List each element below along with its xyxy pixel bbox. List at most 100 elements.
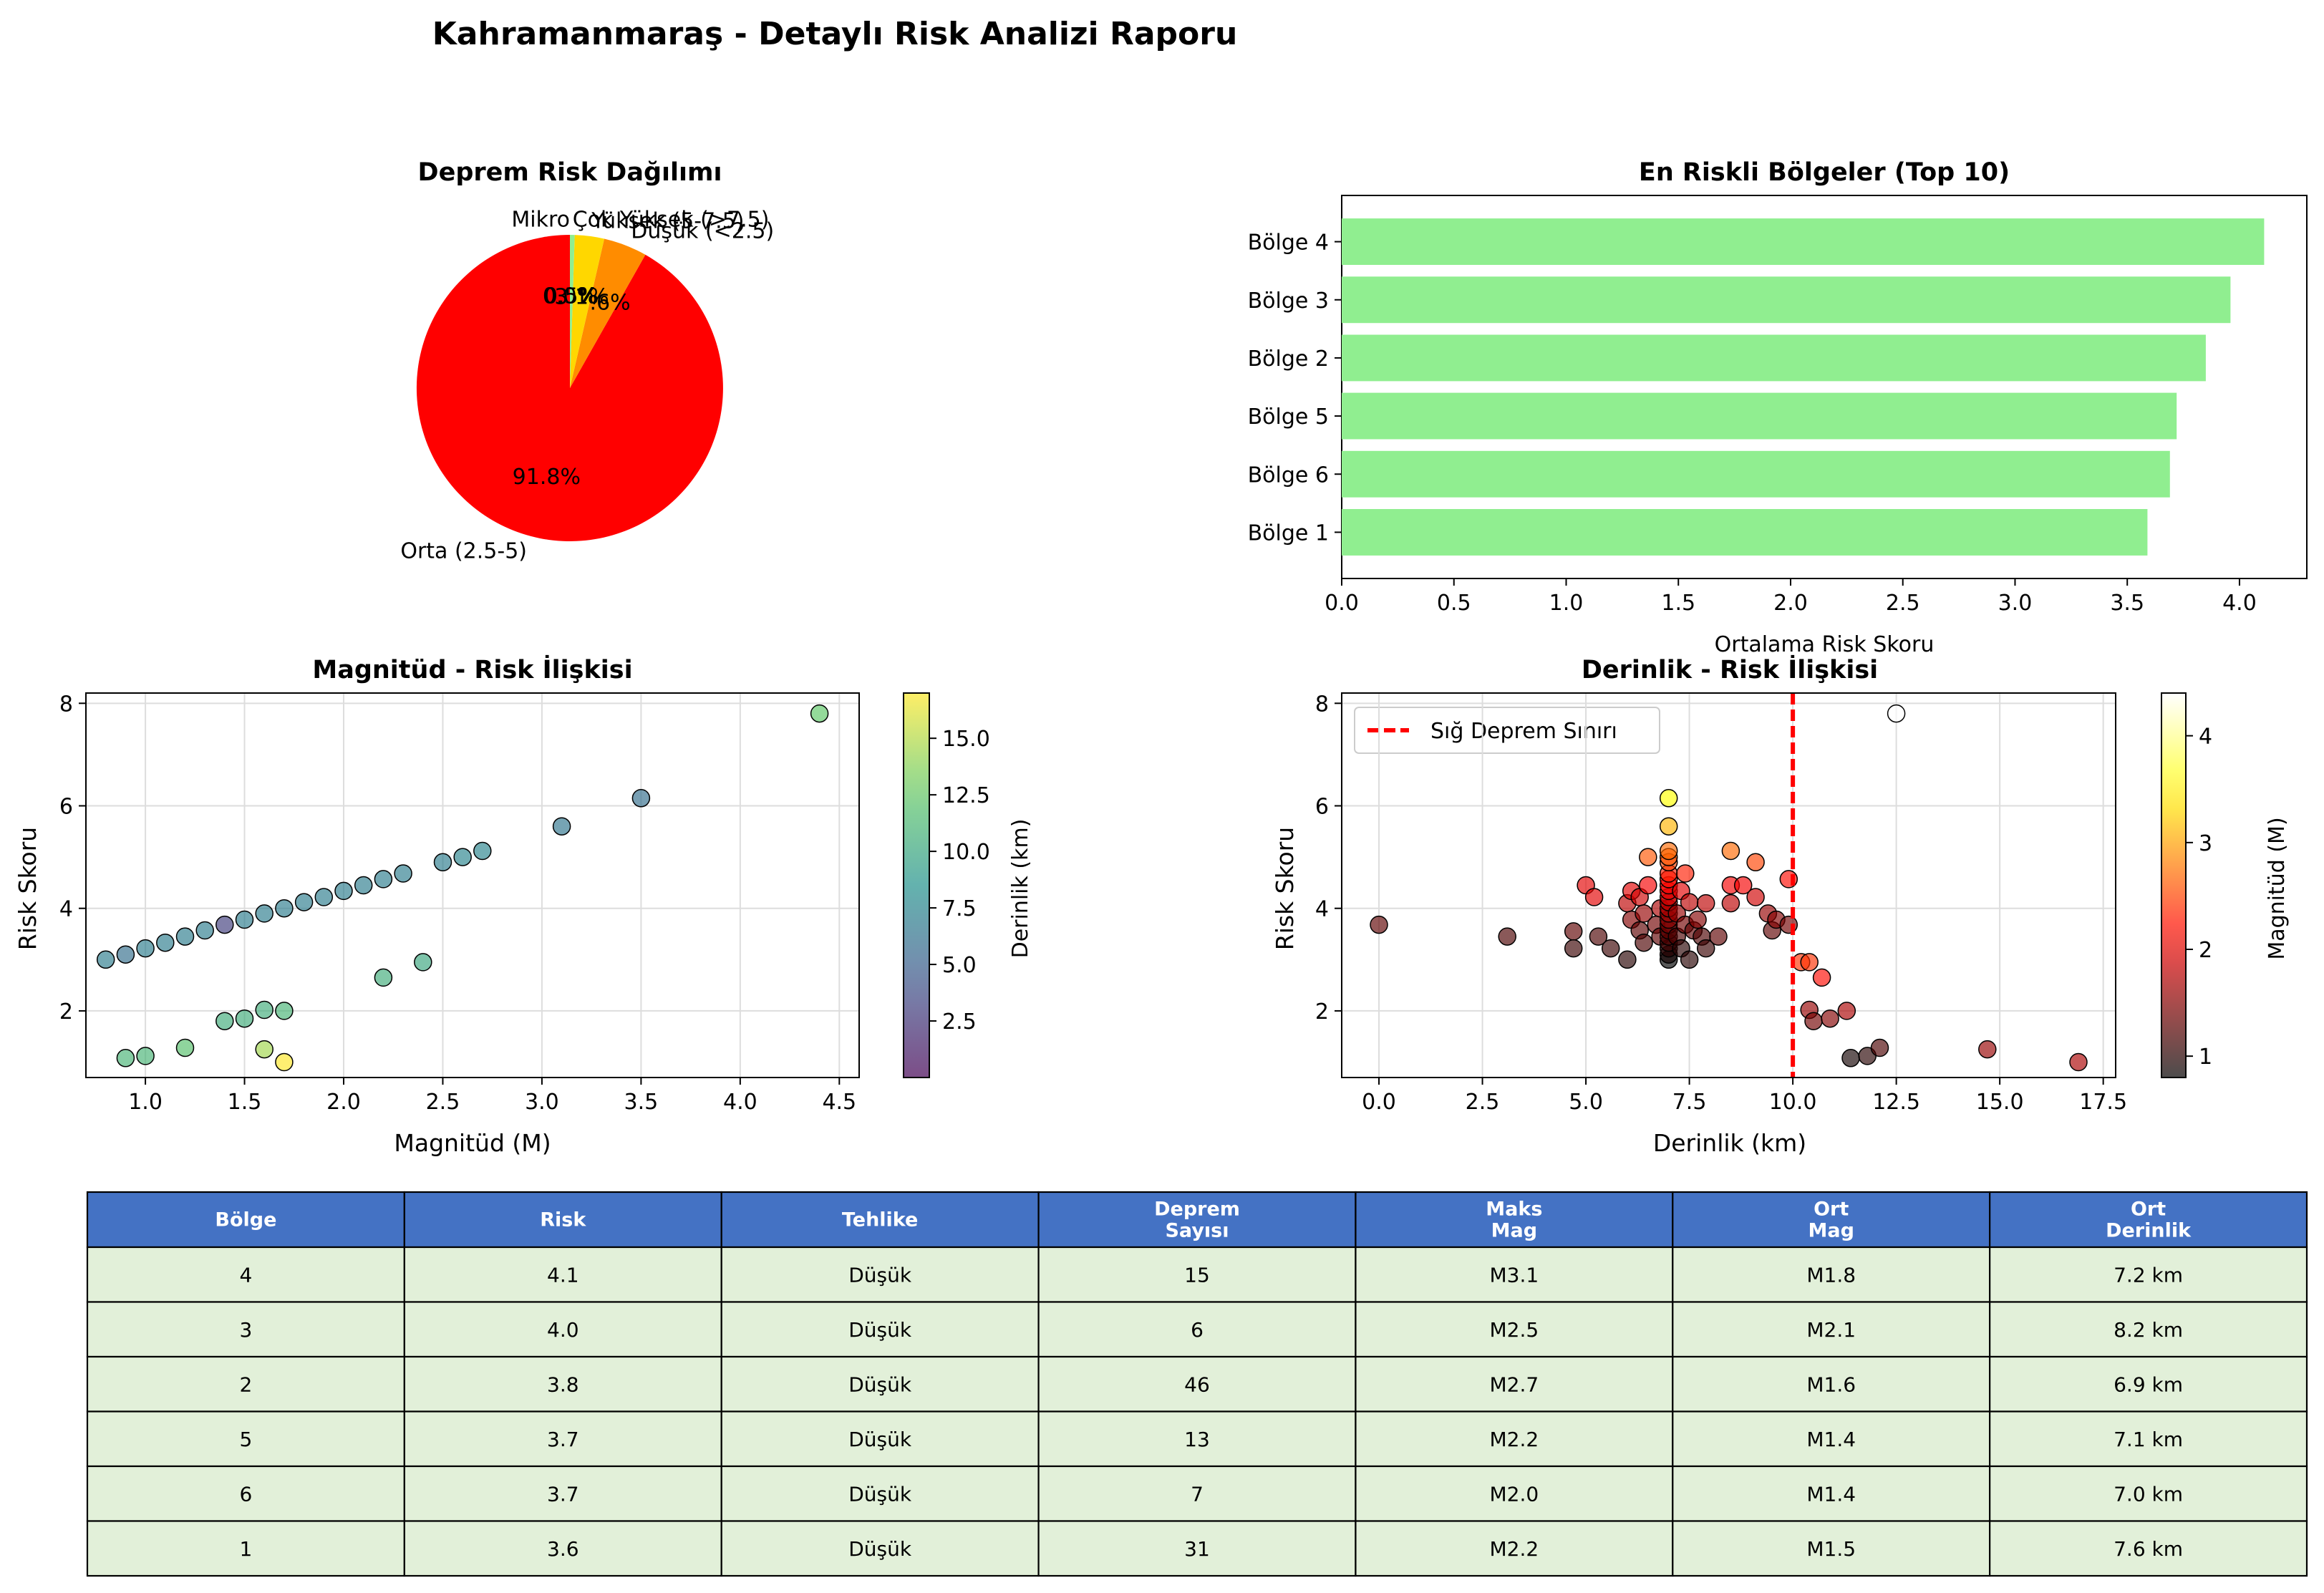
pie-slice-2 bbox=[570, 235, 604, 388]
axes-frame bbox=[85, 692, 860, 1078]
table-cell-4-0: 6 bbox=[240, 1482, 253, 1506]
table-header-cell-0 bbox=[86, 1191, 405, 1249]
scatter-point-72 bbox=[1821, 1009, 1839, 1028]
pie-pct-label-4: 0.0% bbox=[543, 284, 597, 309]
bar-2 bbox=[1342, 334, 2206, 382]
scatter-point-25 bbox=[216, 1012, 234, 1030]
summary-table: Bölge Risk Tehlike Deprem Sayısı Maks Mag Ort Ma… bbox=[86, 1191, 2308, 1577]
scatter-point-26 bbox=[235, 1009, 254, 1028]
table-cell-4-1: 3.7 bbox=[547, 1482, 579, 1506]
table-cell-1-1: 4.0 bbox=[547, 1318, 579, 1342]
scatter-point-28 bbox=[275, 1002, 294, 1020]
table-cell-bg-1-0 bbox=[86, 1301, 405, 1358]
scatter-point-1 bbox=[116, 945, 135, 964]
colorbar-tick-label-1: 2 bbox=[2199, 938, 2212, 963]
bar-5 bbox=[1342, 509, 2148, 556]
scatter-mag-ylabel: Risk Skoru bbox=[14, 827, 42, 950]
table-header-cell-6 bbox=[1989, 1191, 2308, 1249]
table-cell-bg-1-6 bbox=[1989, 1301, 2308, 1358]
table-cell-bg-4-1 bbox=[403, 1465, 722, 1522]
colorbar-tick-label-2: 3 bbox=[2199, 831, 2212, 856]
scatter-point-71 bbox=[1812, 968, 1831, 987]
scatter-point-17 bbox=[453, 848, 472, 866]
table-header-cell-2 bbox=[720, 1191, 1040, 1249]
table-cell-1-2: Düşük bbox=[848, 1318, 912, 1342]
table-cell-4-5: M1.4 bbox=[1806, 1482, 1856, 1506]
pie-label-3: Çok Yüksek (>7.5) bbox=[573, 208, 770, 233]
bar-4 bbox=[1342, 450, 2170, 498]
table-header-5: Ort Mag bbox=[1809, 1199, 1854, 1242]
table-cell-3-1: 3.7 bbox=[547, 1428, 579, 1451]
table-cell-bg-0-6 bbox=[1989, 1246, 2308, 1303]
scatter-point-60 bbox=[1746, 853, 1765, 872]
scatter-point-78 bbox=[1978, 1040, 1997, 1059]
table-cell-5-2: Düşük bbox=[848, 1537, 912, 1561]
table-cell-3-6: 7.1 km bbox=[2114, 1428, 2183, 1451]
xtick-label-4: 3.0 bbox=[525, 1090, 559, 1115]
table-cell-5-3: 31 bbox=[1184, 1537, 1210, 1561]
table-header-cell-5 bbox=[1672, 1191, 1991, 1249]
table-cell-0-4: M3.1 bbox=[1490, 1263, 1539, 1287]
scatter-point-7 bbox=[1601, 939, 1620, 958]
table-cell-5-1: 3.6 bbox=[547, 1537, 579, 1561]
pie-pct-label-0: 91.8% bbox=[513, 465, 581, 490]
bar-category-label-4: Bölge 6 bbox=[1248, 463, 1329, 488]
bar-3 bbox=[1342, 392, 2177, 440]
table-header-1: Risk bbox=[540, 1209, 586, 1231]
pie-label-1: Düşük (<2.5) bbox=[631, 219, 774, 244]
table-cell-bg-5-0 bbox=[86, 1520, 405, 1577]
scatter-point-27 bbox=[255, 1000, 273, 1020]
table-cell-1-5: M2.1 bbox=[1806, 1318, 1856, 1342]
legend: Sığ Deprem Sınırı bbox=[1354, 707, 1660, 754]
table-cell-bg-3-6 bbox=[1989, 1410, 2308, 1468]
table-cell-3-2: Düşük bbox=[848, 1428, 912, 1451]
scatter-point-68 bbox=[1800, 953, 1819, 972]
bar-category-label-0: Bölge 4 bbox=[1248, 231, 1329, 256]
scatter-point-2 bbox=[1564, 922, 1583, 941]
figure-suptitle: Kahramanmaraş - Detaylı Risk Analizi Rap… bbox=[432, 16, 1238, 52]
scatter-point-4 bbox=[175, 927, 195, 946]
scatter-point-18 bbox=[473, 841, 492, 861]
table-cell-bg-4-6 bbox=[1989, 1465, 2308, 1522]
scatter-point-31 bbox=[374, 968, 393, 987]
table-cell-3-4: M2.2 bbox=[1490, 1428, 1539, 1451]
table-cell-bg-2-4 bbox=[1355, 1355, 1674, 1413]
scatter-depth-xlabel: Derinlik (km) bbox=[1653, 1129, 1806, 1157]
scatter-point-0 bbox=[96, 950, 115, 969]
scatter-mag-colorbar-label: Derinlik (km) bbox=[1008, 819, 1033, 959]
table-cell-2-1: 3.8 bbox=[547, 1372, 579, 1396]
bar-category-label-1: Bölge 3 bbox=[1248, 289, 1329, 314]
bar-xtick-label-7: 3.5 bbox=[2110, 591, 2144, 616]
scatter-point-15 bbox=[394, 864, 412, 883]
table-cell-4-4: M2.0 bbox=[1490, 1482, 1539, 1506]
table-cell-bg-2-6 bbox=[1989, 1355, 2308, 1413]
table-cell-bg-1-3 bbox=[1037, 1301, 1357, 1358]
table-cell-bg-4-3 bbox=[1037, 1465, 1357, 1522]
table-cell-bg-5-3 bbox=[1037, 1520, 1357, 1577]
scatter-point-74 bbox=[1841, 1049, 1860, 1067]
scatter-point-56 bbox=[1721, 894, 1740, 913]
scatter-point-48 bbox=[1680, 950, 1699, 969]
legend-box bbox=[1354, 707, 1660, 754]
table-cell-bg-5-4 bbox=[1355, 1520, 1674, 1577]
scatter-point-8 bbox=[255, 904, 273, 923]
ytick-label-2: 6 bbox=[1315, 795, 1329, 820]
scatter-point-10 bbox=[294, 893, 314, 911]
scatter-point-2 bbox=[136, 939, 155, 958]
scatter-depth-colorbar-label: Magnitüd (M) bbox=[2265, 817, 2290, 959]
scatter-point-9 bbox=[275, 899, 294, 918]
table-cell-bg-4-2 bbox=[720, 1465, 1040, 1522]
table-cell-bg-3-0 bbox=[86, 1410, 405, 1468]
colorbar-tick-label-2: 7.5 bbox=[942, 896, 977, 921]
xtick-label-7: 4.5 bbox=[822, 1090, 856, 1115]
ytick-label-3: 8 bbox=[1315, 692, 1329, 717]
scatter-point-15 bbox=[1635, 904, 1653, 923]
scatter-point-59 bbox=[1733, 876, 1753, 895]
scatter-point-17 bbox=[1639, 876, 1657, 895]
scatter-point-23 bbox=[136, 1047, 155, 1065]
scatter-point-20 bbox=[631, 789, 651, 808]
xtick-label-2: 5.0 bbox=[1569, 1090, 1603, 1115]
colorbar-tick-label-3: 4 bbox=[2199, 725, 2212, 750]
bar-1 bbox=[1342, 276, 2231, 324]
bar-category-label-5: Bölge 1 bbox=[1248, 520, 1329, 546]
